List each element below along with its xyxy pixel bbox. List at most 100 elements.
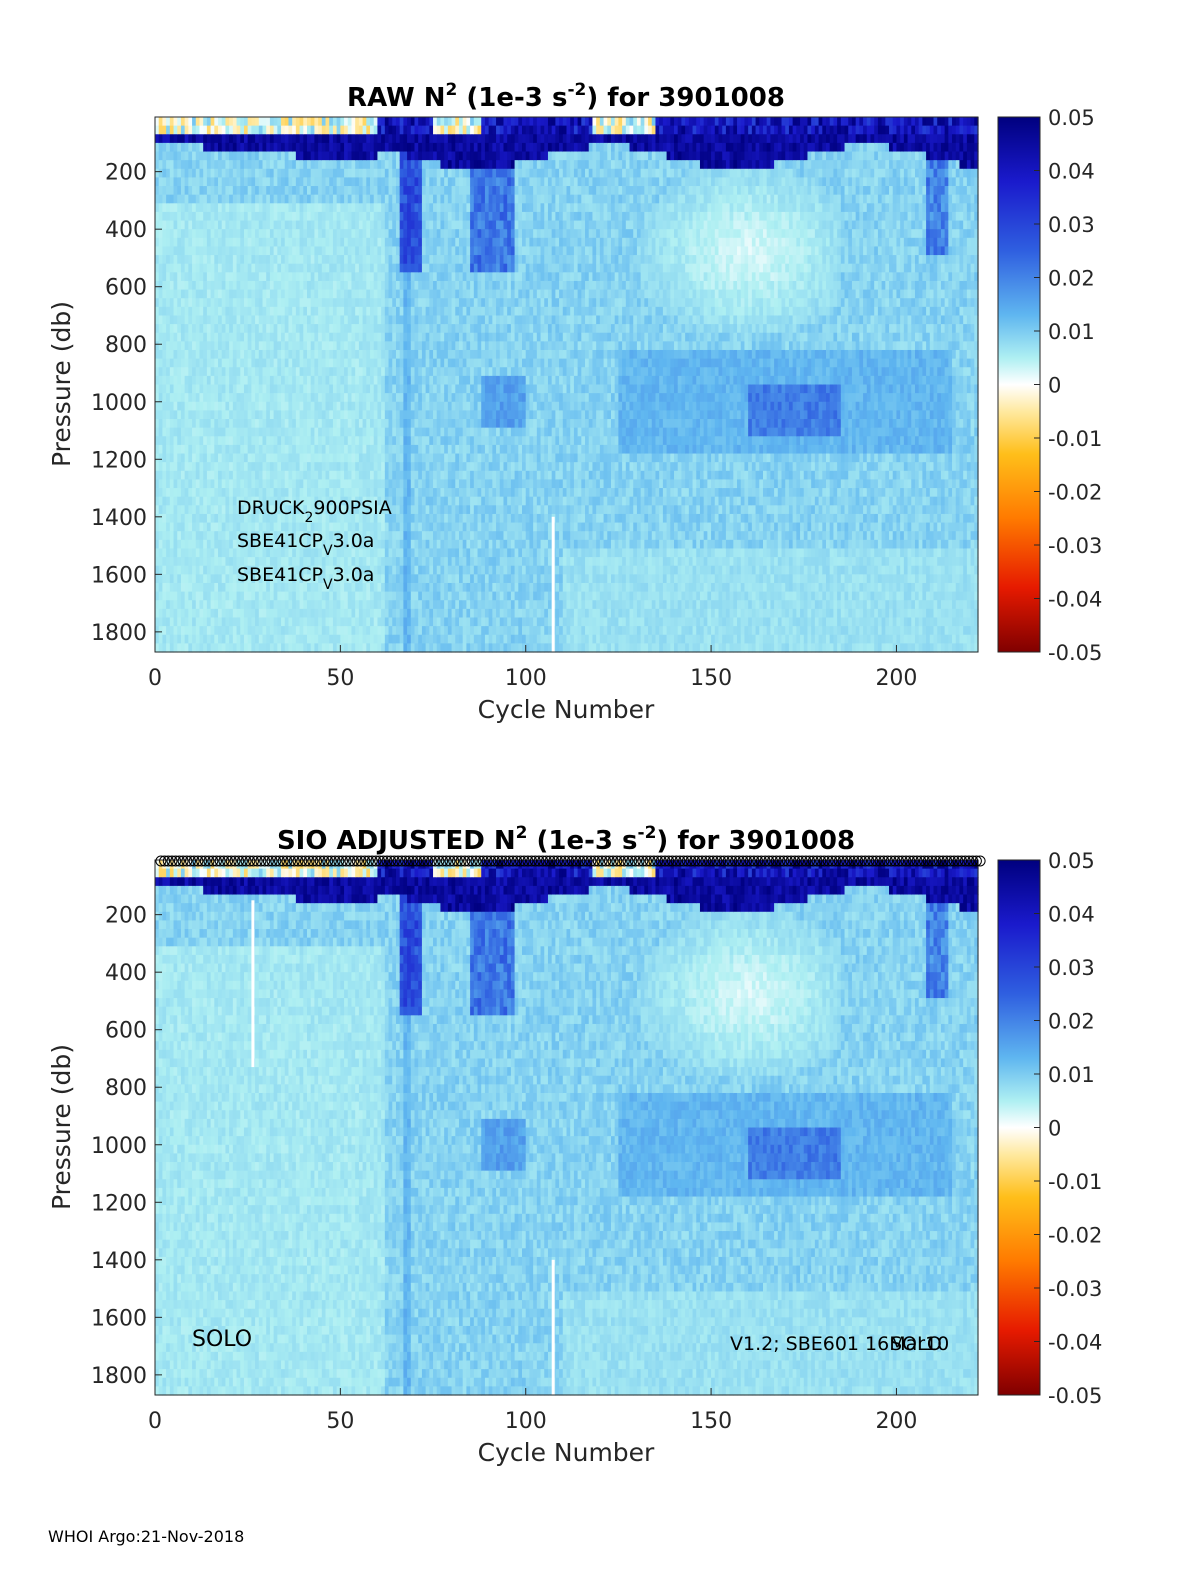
heatmap-cell <box>155 211 160 222</box>
heatmap-cell <box>284 177 290 187</box>
heatmap-cell <box>366 324 371 334</box>
heatmap-cell <box>281 393 286 403</box>
heatmap-cell <box>192 419 197 429</box>
heatmap-cell <box>158 142 164 153</box>
heatmap-cell <box>199 384 204 394</box>
heatmap-cell <box>336 401 341 411</box>
heatmap-cell <box>236 488 241 498</box>
heatmap-cell <box>395 634 401 644</box>
heatmap-cell <box>180 246 186 256</box>
heatmap-cell <box>366 229 371 239</box>
heatmap-cell <box>351 375 356 386</box>
heatmap-cell <box>451 280 456 291</box>
heatmap-cell <box>421 324 427 334</box>
heatmap-cell <box>255 289 260 299</box>
heatmap-cell <box>247 280 252 291</box>
heatmap-cell <box>158 539 164 550</box>
heatmap-cell <box>232 600 238 610</box>
heatmap-cell <box>366 168 371 178</box>
heatmap-cell <box>340 384 345 394</box>
heatmap-cell <box>314 160 319 170</box>
heatmap-cell <box>180 203 186 213</box>
heatmap-cell <box>395 315 401 325</box>
heatmap-cell <box>314 444 319 455</box>
heatmap-cell <box>344 211 349 222</box>
heatmap-cell <box>366 557 371 567</box>
heatmap-cell <box>169 496 175 506</box>
heatmap-cell <box>162 557 167 567</box>
heatmap-cell <box>318 375 323 386</box>
heatmap-cell <box>355 505 360 515</box>
heatmap-cell <box>436 436 442 446</box>
heatmap-cell <box>373 211 379 222</box>
heatmap-cell <box>225 134 230 144</box>
heatmap-cell <box>429 531 434 541</box>
heatmap-cell <box>184 470 189 481</box>
heatmap-cell <box>425 125 430 135</box>
heatmap-cell <box>414 194 419 204</box>
heatmap-cell <box>251 272 256 282</box>
heatmap-cell <box>229 565 234 575</box>
heatmap-cell <box>236 306 241 317</box>
heatmap-cell <box>314 194 319 204</box>
heatmap-cell <box>377 160 382 170</box>
heatmap-cell <box>281 220 286 230</box>
heatmap-cell <box>318 419 323 429</box>
heatmap-cell <box>336 280 341 291</box>
heatmap-cell <box>410 384 416 394</box>
heatmap-cell <box>210 125 215 135</box>
heatmap-cell <box>358 168 364 178</box>
heatmap-cell <box>329 617 334 627</box>
heatmap-cell <box>325 280 330 291</box>
heatmap-cell <box>295 462 301 472</box>
heatmap-cell <box>362 548 367 558</box>
heatmap-cell <box>299 436 304 446</box>
heatmap-cell <box>177 237 182 248</box>
heatmap-cell <box>299 280 304 291</box>
heatmap-cell <box>318 488 323 498</box>
heatmap-cell <box>158 349 164 360</box>
heatmap-cell <box>281 255 286 265</box>
heatmap-cell <box>284 160 290 170</box>
heatmap-cell <box>336 142 341 153</box>
heatmap-cell <box>210 582 215 593</box>
heatmap-cell <box>451 194 456 204</box>
heatmap-cell <box>269 634 275 644</box>
heatmap-cell <box>451 263 456 273</box>
heatmap-cell <box>247 539 252 550</box>
heatmap-cell <box>173 203 178 213</box>
heatmap-cell <box>355 643 360 653</box>
heatmap-cell <box>277 600 282 610</box>
heatmap-cell <box>251 643 256 653</box>
heatmap-cell <box>284 134 290 144</box>
heatmap-cell <box>392 462 397 472</box>
heatmap-cell <box>169 220 175 230</box>
heatmap-cell <box>258 522 264 532</box>
heatmap-cell <box>340 393 345 403</box>
heatmap-cell <box>180 565 186 575</box>
heatmap-cell <box>370 436 375 446</box>
heatmap-cell <box>358 246 364 256</box>
heatmap-cell <box>336 160 341 170</box>
heatmap-cell <box>288 306 293 317</box>
heatmap-cell <box>329 341 334 351</box>
heatmap-cell <box>232 203 238 213</box>
heatmap-cell <box>210 470 215 481</box>
heatmap-cell <box>184 505 189 515</box>
heatmap-cell <box>347 177 353 187</box>
heatmap-cell <box>236 211 241 222</box>
heatmap-cell <box>399 237 404 248</box>
heatmap-cell <box>292 186 297 196</box>
heatmap-cell <box>407 505 412 515</box>
heatmap-cell <box>407 349 412 360</box>
heatmap-cell <box>236 280 241 291</box>
heatmap-cell <box>225 427 230 437</box>
heatmap-cell <box>295 203 301 213</box>
heatmap-cell <box>347 539 353 550</box>
heatmap-cell <box>351 496 356 506</box>
heatmap-cell <box>388 298 393 308</box>
heatmap-cell <box>325 531 330 541</box>
heatmap-cell <box>418 410 423 420</box>
heatmap-cell <box>410 453 416 463</box>
heatmap-cell <box>447 548 453 558</box>
